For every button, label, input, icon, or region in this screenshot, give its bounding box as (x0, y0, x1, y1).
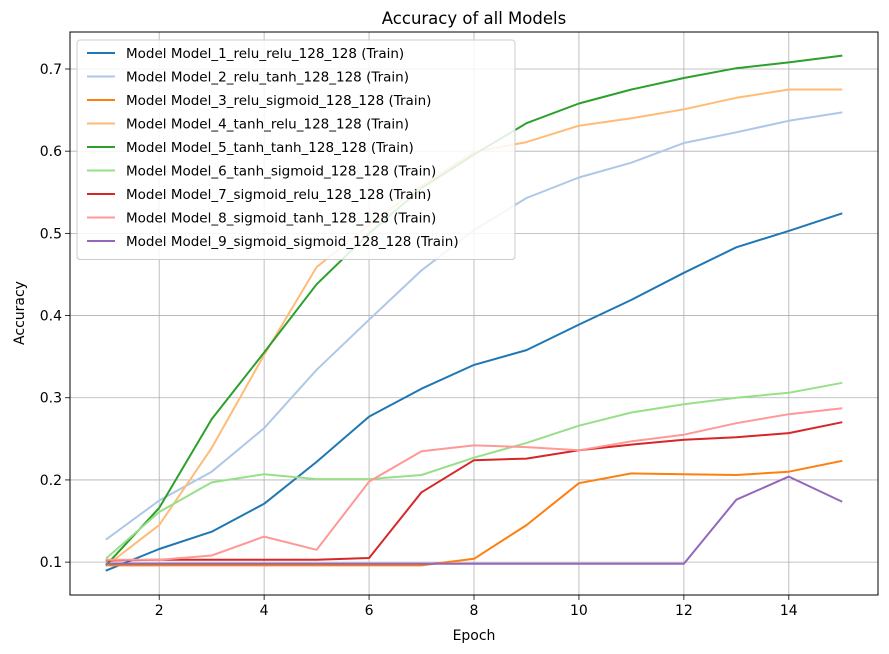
y-axis-label: Accuracy (12, 281, 28, 345)
legend-label: Model Model_4_tanh_relu_128_128 (Train) (126, 117, 409, 133)
legend-label: Model Model_6_tanh_sigmoid_128_128 (Trai… (126, 164, 436, 180)
x-tick-label: 14 (780, 603, 798, 619)
series-line-model-7 (105, 421, 843, 562)
series-line-model-9 (105, 475, 843, 565)
legend-box (76, 39, 516, 260)
legend-label: Model Model_7_sigmoid_relu_128_128 (Trai… (126, 187, 431, 203)
x-tick-label: 10 (570, 603, 588, 619)
series-line-model-3 (105, 459, 843, 567)
series-line-model-1 (105, 212, 843, 572)
axis-ticks: 2 4 6 8 10 12 14 0.1 0.2 0.3 0.4 0.5 0.6 0.7 (40, 62, 798, 619)
legend-label: Model Model_8_sigmoid_tanh_128_128 (Trai… (126, 211, 436, 227)
legend: Model Model_1_relu_relu_128_128 (Train) M… (76, 39, 516, 260)
y-tick-label: 0.1 (40, 555, 62, 571)
series-line-model-6 (105, 381, 843, 560)
legend-label: Model Model_2_relu_tanh_128_128 (Train) (126, 70, 409, 86)
x-tick-label: 6 (365, 603, 374, 619)
y-tick-label: 0.6 (40, 144, 62, 160)
legend-label: Model Model_3_relu_sigmoid_128_128 (Trai… (126, 93, 431, 109)
x-tick-label: 8 (470, 603, 479, 619)
y-tick-label: 0.3 (40, 391, 62, 407)
y-tick-label: 0.5 (40, 226, 62, 242)
y-tick-label: 0.4 (40, 309, 62, 325)
series-line-model-8 (105, 407, 843, 561)
legend-label: Model Model_1_relu_relu_128_128 (Train) (126, 46, 404, 62)
x-tick-label: 12 (675, 603, 693, 619)
x-tick-label: 4 (260, 603, 269, 619)
y-tick-label: 0.2 (40, 473, 62, 489)
legend-label: Model Model_9_sigmoid_sigmoid_128_128 (T… (126, 234, 459, 250)
chart-title: Accuracy of all Models (382, 9, 566, 28)
y-tick-label: 0.7 (40, 62, 62, 78)
x-tick-label: 2 (155, 603, 164, 619)
legend-label: Model Model_5_tanh_tanh_128_128 (Train) (126, 140, 414, 156)
x-axis-label: Epoch (453, 628, 496, 644)
